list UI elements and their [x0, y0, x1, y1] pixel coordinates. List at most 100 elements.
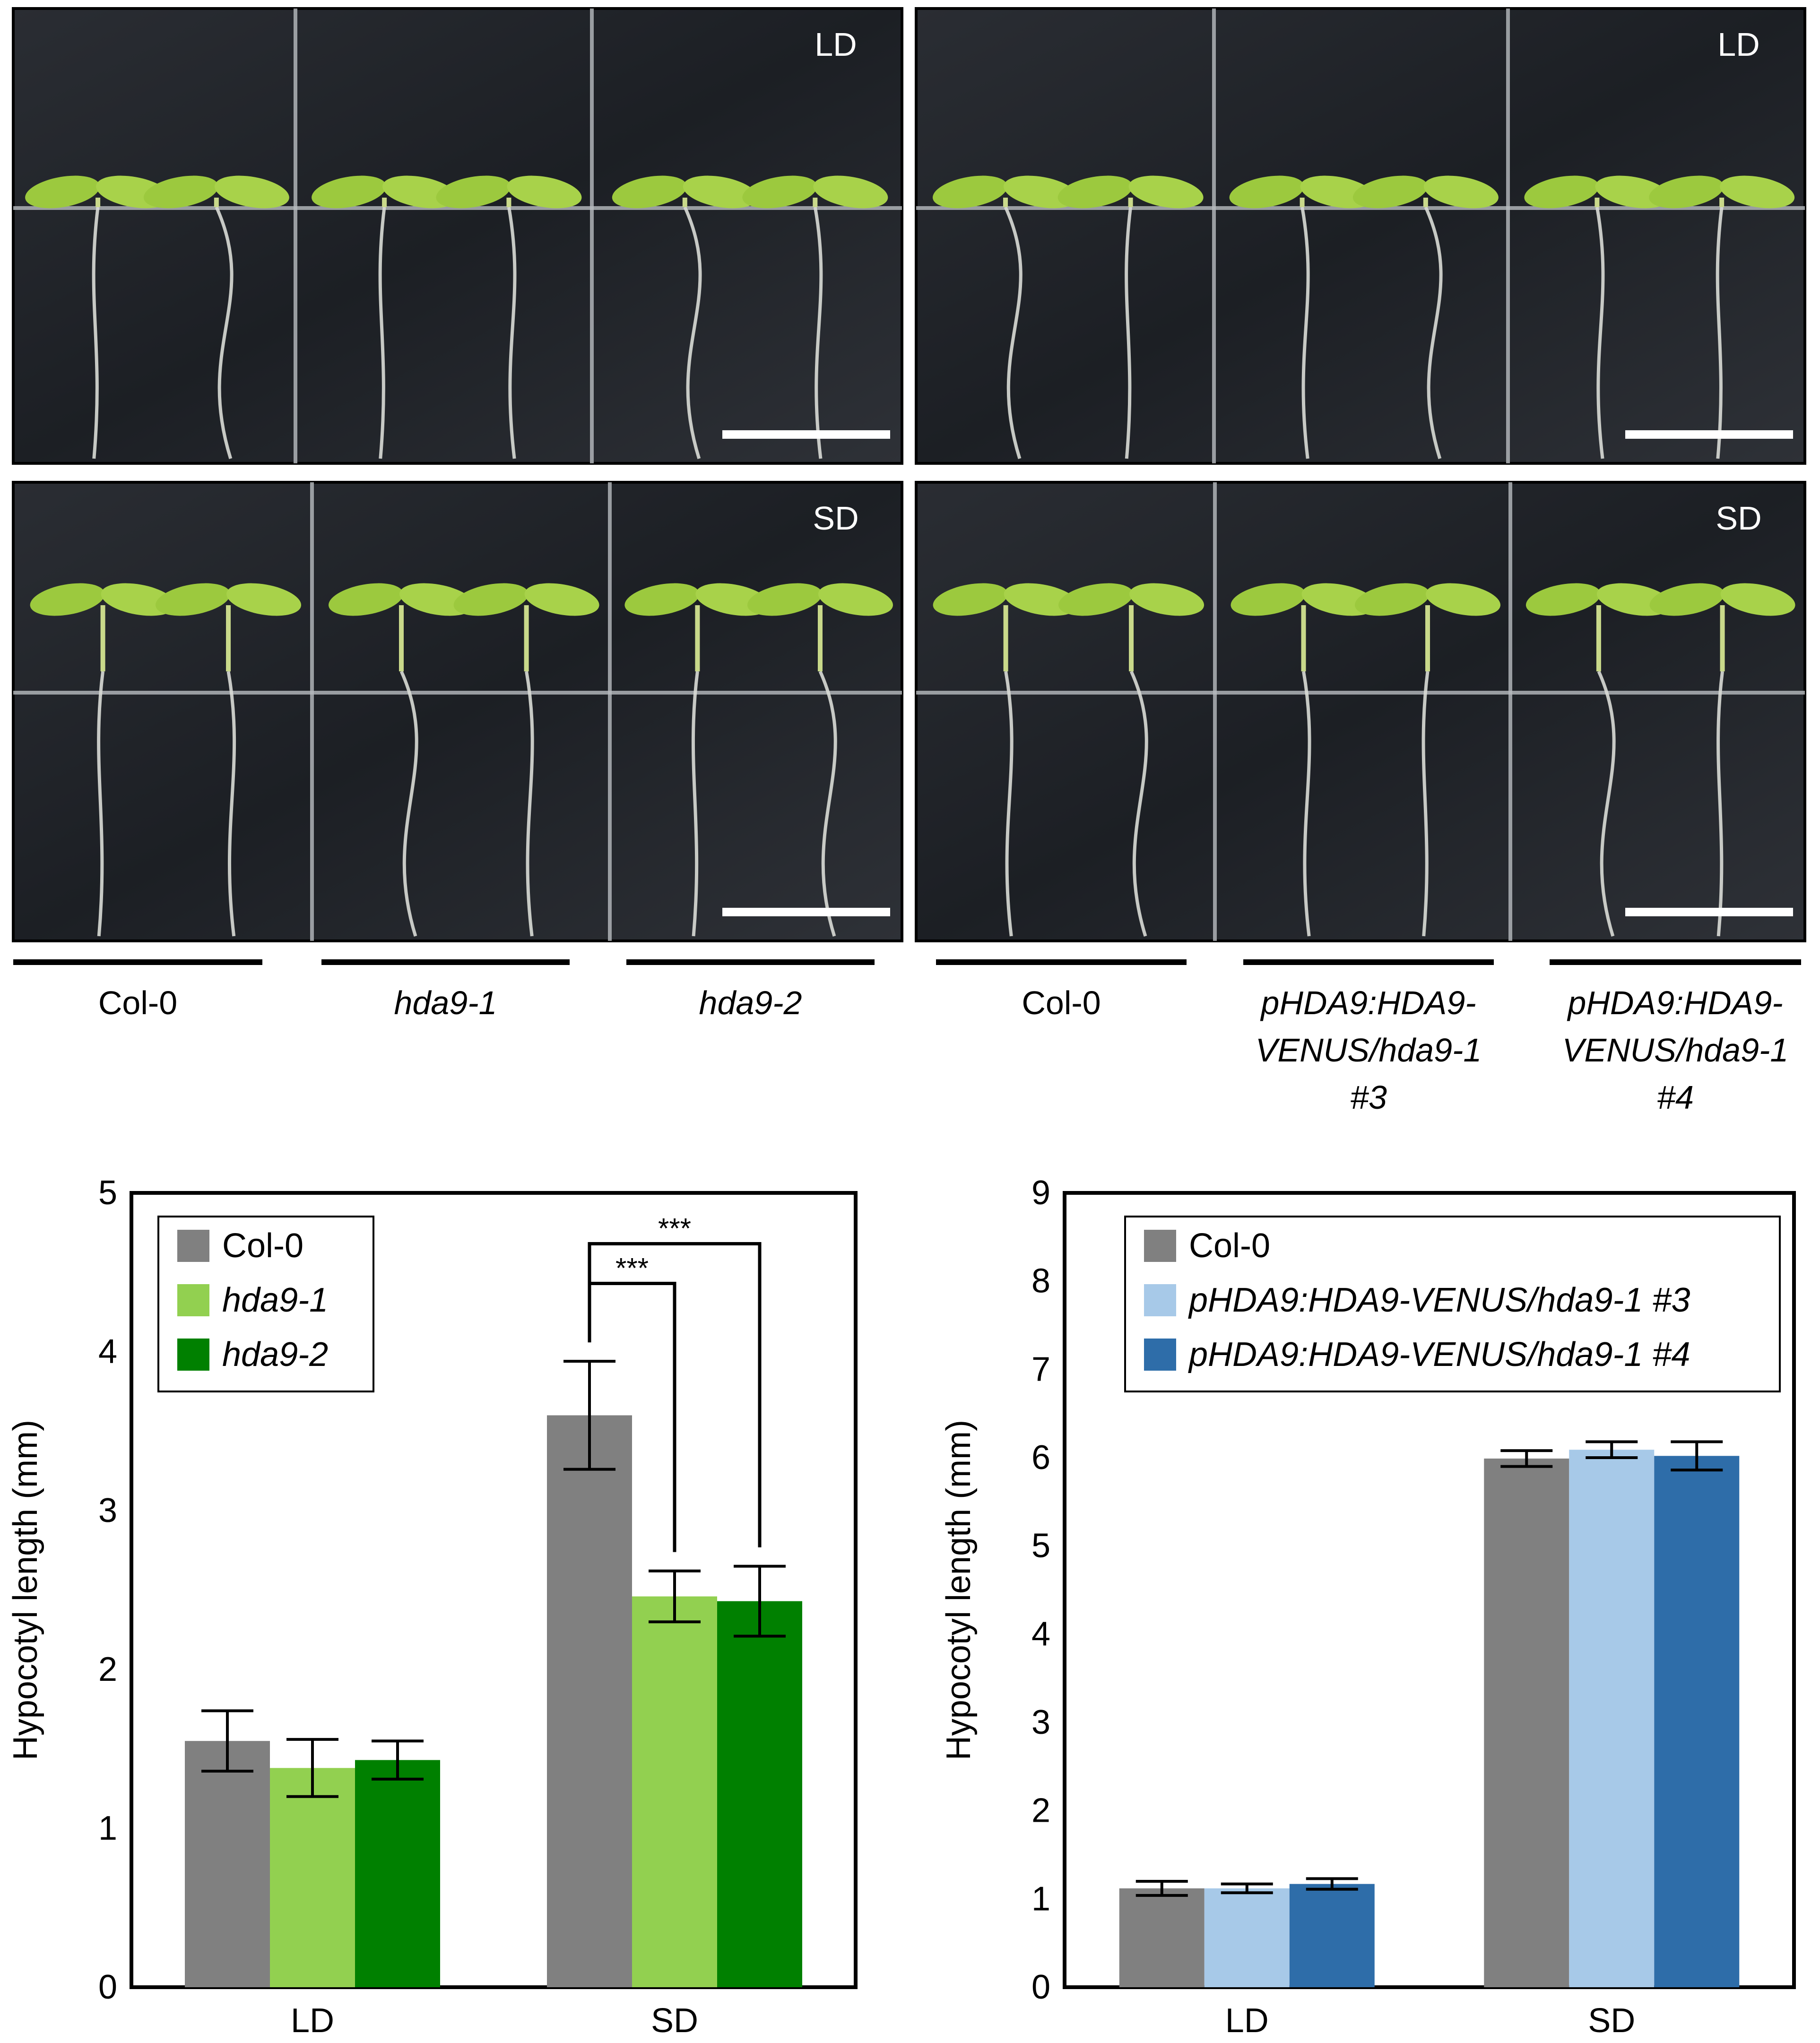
- legend-swatch: [1144, 1339, 1176, 1371]
- significance-label: ***: [658, 1213, 691, 1244]
- seedling-cotyledon: [1423, 175, 1499, 209]
- y-tick-label: 7: [1031, 1350, 1050, 1388]
- seedling-root: [1716, 207, 1724, 459]
- seedling-root: [97, 671, 105, 937]
- seedling-root: [1424, 206, 1443, 460]
- plot-frame: [1063, 1191, 1796, 1989]
- seedling-cotyledon: [156, 583, 231, 616]
- seedling-root: [1129, 670, 1148, 937]
- legend-entry: pHDA9:HDA9-VENUS/hda9-1 #4: [1188, 1336, 1690, 1374]
- seedling-cotyledon: [612, 175, 687, 209]
- seedling-root: [1716, 671, 1725, 937]
- seedling-cotyledon: [25, 175, 100, 209]
- genotype-label: #4: [1657, 1079, 1694, 1116]
- seedling-cotyledon: [1128, 175, 1204, 209]
- bar-hda9-1: [632, 1596, 717, 1987]
- bar-col-0: [185, 1741, 270, 1987]
- seedling-cotyledon: [933, 583, 1008, 616]
- legend: Col-0 pHDA9:HDA9-VENUS/hda9-1 #3 pHDA9:HDA…: [1124, 1216, 1781, 1392]
- seedling-root: [525, 671, 534, 937]
- seedling-root: [215, 206, 234, 460]
- seedling-cotyledon: [1129, 583, 1205, 616]
- scale-bar: [1625, 908, 1793, 916]
- seedling-root: [1421, 671, 1430, 937]
- genotype-label: Col-0: [98, 984, 177, 1021]
- y-tick-label: 1: [98, 1809, 117, 1847]
- seedling-cotyledon: [747, 583, 822, 616]
- legend-entry: hda9-1: [222, 1281, 328, 1319]
- seedling-cotyledon: [1231, 583, 1306, 616]
- y-tick-label: 3: [1031, 1704, 1050, 1741]
- genotype-label-row: Col-0 hda9-1 hda9-2 Col-0 pHDA9:HDA9- VENUS/h…: [13, 959, 1801, 1116]
- seedling-cotyledon: [312, 175, 387, 209]
- seedling-cotyledon: [453, 583, 529, 616]
- y-tick-label: 6: [1031, 1439, 1050, 1477]
- genotype-label: Col-0: [1022, 984, 1101, 1021]
- legend-box: [1124, 1216, 1781, 1392]
- photo-condition-label: SD: [1716, 500, 1761, 537]
- seedling-cotyledon: [813, 175, 888, 209]
- y-tick-label: 5: [98, 1174, 117, 1212]
- seedling-root: [1004, 206, 1023, 460]
- legend: Col-0 hda9-1 hda9-2: [157, 1216, 374, 1392]
- genotype-label: VENUS/hda9-1: [1562, 1032, 1789, 1069]
- seedling-cotyledon: [329, 583, 403, 616]
- y-tick-label: 2: [1031, 1792, 1050, 1830]
- seedling-cotyledon: [1720, 175, 1795, 209]
- y-tick-label: 8: [1031, 1262, 1050, 1300]
- photo-panel-background: [12, 7, 903, 465]
- bar-hda9-2: [717, 1601, 802, 1987]
- seedling-root: [683, 206, 702, 460]
- seedling-root: [1597, 670, 1616, 937]
- legend-entry: Col-0: [222, 1227, 303, 1265]
- genotype-label: VENUS/hda9-1: [1256, 1032, 1482, 1069]
- seedling-root: [691, 671, 699, 937]
- seedling-cotyledon: [436, 175, 511, 209]
- photo-panel-background: [915, 481, 1806, 942]
- seedling-cotyledon: [1355, 583, 1430, 616]
- legend-entry: Col-0: [1189, 1227, 1270, 1265]
- scale-bar: [722, 908, 890, 916]
- photo-condition-label: LD: [815, 26, 857, 63]
- seedling-root: [399, 670, 418, 937]
- photo-panel-background: [915, 7, 1806, 465]
- seedling-cotyledon: [143, 175, 218, 209]
- seedling-root: [813, 207, 823, 459]
- seedling-cotyledon: [1524, 175, 1599, 209]
- x-tick-label: SD: [651, 2002, 698, 2040]
- seedling-root: [507, 207, 517, 459]
- y-tick-label: 4: [1031, 1615, 1050, 1653]
- significance-label: ***: [615, 1252, 649, 1284]
- seedling-cotyledon: [30, 583, 105, 616]
- seedling-root: [92, 207, 100, 459]
- scale-bar: [1625, 430, 1793, 439]
- seedling-cotyledon: [214, 175, 289, 209]
- legend-swatch: [1144, 1230, 1176, 1262]
- x-tick-label: LD: [1225, 2002, 1269, 2040]
- seedling-root: [1595, 207, 1605, 459]
- bar-col-0: [1484, 1458, 1569, 1987]
- y-tick-label: 4: [98, 1333, 117, 1371]
- bar-phda9-hda9-venus-hda9-1-4: [1654, 1456, 1740, 1987]
- seedling-photo-panels: LD LD SD SD: [12, 7, 1806, 942]
- seedling-cotyledon: [818, 583, 893, 616]
- seedling-cotyledon: [226, 583, 302, 616]
- photo-panel: SD: [12, 481, 903, 942]
- seedling-cotyledon: [742, 175, 817, 209]
- genotype-label: pHDA9:HDA9-: [1567, 984, 1783, 1021]
- seedling-root: [1300, 207, 1310, 459]
- seedling-cotyledon: [1426, 583, 1500, 616]
- photo-panel: LD: [12, 7, 903, 465]
- seedling-root: [378, 207, 386, 459]
- photo-condition-label: SD: [813, 500, 858, 537]
- bar-phda9-hda9-venus-hda9-1-3: [1569, 1450, 1655, 1987]
- genotype-label: #3: [1350, 1079, 1387, 1116]
- significance-bracket: [588, 1242, 762, 1547]
- legend-entry: pHDA9:HDA9-VENUS/hda9-1 #3: [1188, 1281, 1690, 1319]
- genotype-label: pHDA9:HDA9-: [1260, 984, 1476, 1021]
- seedling-root: [1302, 671, 1311, 937]
- x-tick-label: SD: [1588, 2002, 1635, 2040]
- seedling-cotyledon: [1525, 583, 1601, 616]
- genotype-label: hda9-1: [394, 984, 497, 1021]
- hypocotyl-chart-hda9: 0 1 2 3 4 5 Hypocotyl length (mm) LD SD *** *** Col…: [7, 1174, 858, 2040]
